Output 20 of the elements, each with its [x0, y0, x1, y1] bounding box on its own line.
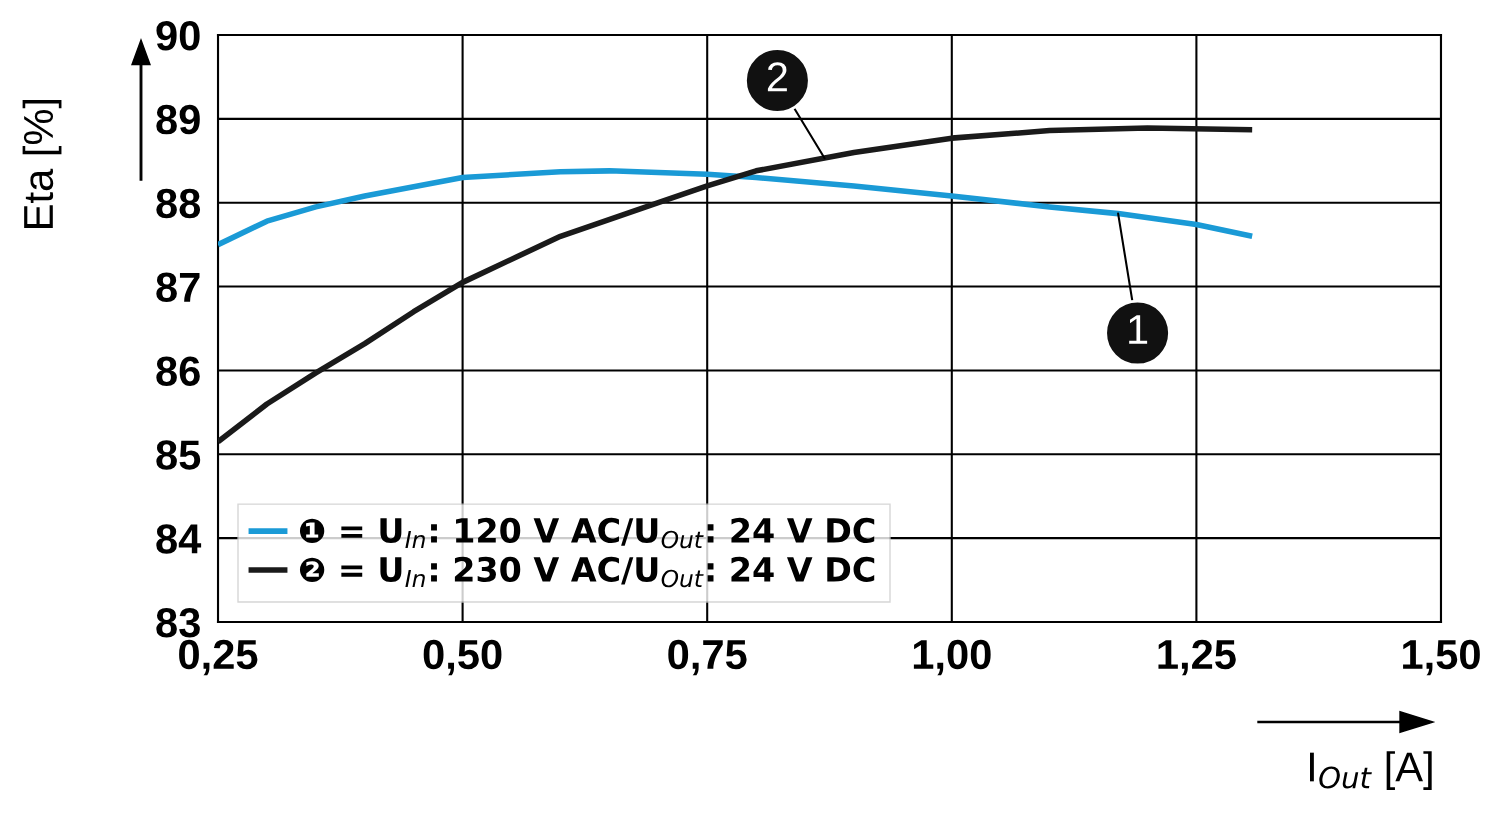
x-tick-label: 1,50: [1403, 639, 1480, 676]
y-tick-label: 84: [156, 524, 202, 554]
y-tick-label: 85: [156, 440, 201, 470]
legend-label: ❷ = U$_{In}$: 230 V AC/U$_{Out}$: 24 V DC: [299, 556, 875, 588]
y-axis-title: Eta [%]: [22, 99, 62, 228]
annotation: 2: [767, 62, 787, 92]
x-tick-label: 0,25: [179, 639, 258, 676]
y-tick-label: 83: [156, 608, 200, 638]
y-tick-label: 87: [156, 272, 200, 303]
x-tick-label: 0,75: [668, 639, 747, 676]
y-tick-label: 89: [156, 104, 200, 135]
annotation: 1: [1129, 315, 1148, 344]
y-tick-label: 86: [156, 356, 200, 386]
y-tick-label: 90: [156, 21, 200, 51]
x-tick-label: 1,00: [913, 639, 991, 676]
x-tick-label: 1,25: [1158, 639, 1236, 676]
legend-label: ❶ = U$_{In}$: 120 V AC/U$_{Out}$: 24 V DC: [299, 517, 875, 549]
x-tick-label: 0,50: [423, 639, 502, 676]
x-axis-title: I$_{Out}$ [A]: [1309, 751, 1432, 790]
y-tick-label: 88: [156, 188, 201, 219]
